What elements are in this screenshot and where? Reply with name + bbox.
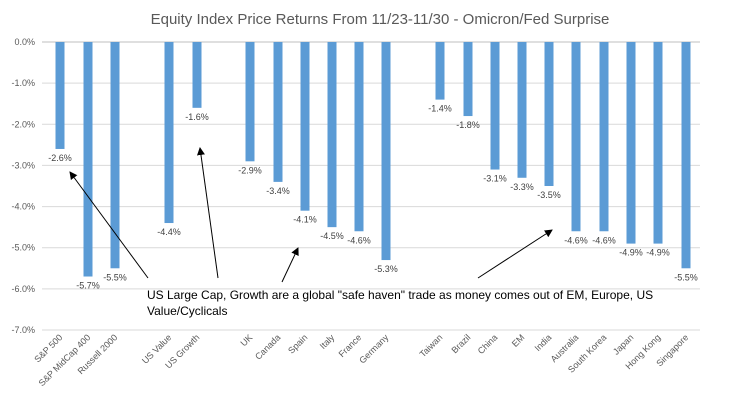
data-label: -4.1% [293, 215, 317, 225]
data-label: -3.5% [537, 190, 561, 200]
data-label: -4.6% [347, 235, 371, 245]
y-tick-label: -4.0% [11, 202, 35, 212]
annotation-arrow [196, 147, 219, 279]
y-tick-label: -2.0% [11, 119, 35, 129]
bar [681, 42, 691, 269]
x-tick-label: Japan [611, 332, 635, 356]
y-tick-label: 0.0% [14, 37, 35, 47]
y-tick-label: -5.0% [11, 243, 35, 253]
bar [55, 42, 65, 149]
x-tick-label: Italy [318, 332, 337, 351]
data-label: -5.7% [76, 281, 100, 291]
y-tick-label: -3.0% [11, 160, 35, 170]
bars [55, 42, 691, 277]
x-tick-label: Taiwan [418, 332, 445, 359]
bar [463, 42, 473, 117]
bar [192, 42, 202, 108]
data-label: -4.5% [320, 231, 344, 241]
x-tick-label: EM [510, 332, 527, 349]
gridlines [42, 41, 700, 331]
bar [626, 42, 636, 244]
bar [110, 42, 120, 269]
data-label: -2.9% [238, 165, 262, 175]
data-label: -5.5% [674, 272, 698, 282]
data-labels: -2.6%-5.7%-5.5%-4.4%-1.6%-2.9%-3.4%-4.1%… [48, 104, 698, 291]
data-label: -4.6% [564, 235, 588, 245]
bar [544, 42, 554, 186]
data-label: -5.5% [103, 272, 127, 282]
bar [517, 42, 527, 178]
data-label: -3.4% [266, 186, 290, 196]
bar [381, 42, 391, 261]
x-tick-label: Spain [286, 332, 309, 355]
bar [83, 42, 93, 277]
bar [435, 42, 445, 100]
data-label: -4.6% [592, 235, 616, 245]
annotation-text-line1: US Large Cap, Growth are a global "safe … [147, 288, 653, 302]
y-tick-label: -1.0% [11, 78, 35, 88]
bar [653, 42, 663, 244]
annotation-text-line2: Value/Cyclicals [147, 304, 227, 318]
y-axis-ticks: 0.0% -1.0% -2.0% -3.0% -4.0% -5.0% -6.0% -7.0% [11, 37, 35, 335]
annotation-arrow [477, 229, 553, 279]
bar [490, 42, 500, 170]
data-label: -1.8% [456, 120, 480, 130]
y-tick-label: -6.0% [11, 284, 35, 294]
data-label: -5.3% [374, 264, 398, 274]
data-label: -1.4% [428, 104, 452, 114]
bar [273, 42, 283, 182]
data-label: -4.4% [157, 227, 181, 237]
x-tick-label: China [476, 332, 500, 356]
bar [327, 42, 337, 228]
chart-title: Equity Index Price Returns From 11/23-11… [151, 11, 610, 28]
x-tick-label: Brazil [449, 332, 472, 355]
x-tick-label: India [533, 332, 554, 353]
data-label: -1.6% [185, 112, 209, 122]
data-label: -2.6% [48, 153, 72, 163]
data-label: -3.1% [483, 174, 507, 184]
x-tick-label: UK [238, 332, 254, 348]
bar [300, 42, 310, 211]
annotation-arrow [69, 171, 149, 279]
bar [571, 42, 581, 232]
bar [245, 42, 255, 162]
data-label: -4.9% [619, 248, 643, 258]
bar [354, 42, 364, 232]
bar [599, 42, 609, 232]
x-tick-label: Germany [357, 332, 391, 366]
bar [164, 42, 174, 224]
x-tick-label: Canada [253, 332, 282, 361]
data-label: -3.3% [510, 182, 534, 192]
data-label: -4.9% [646, 248, 670, 258]
annotation-arrow [281, 247, 299, 283]
annotation-arrows [69, 147, 553, 283]
y-tick-label: -7.0% [11, 325, 35, 335]
